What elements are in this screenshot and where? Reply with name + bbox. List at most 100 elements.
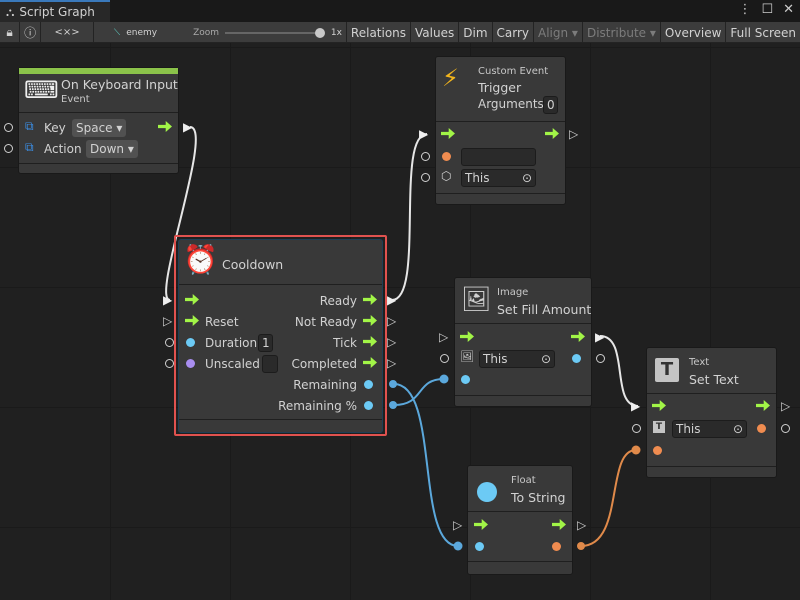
- overview-button[interactable]: Overview: [661, 22, 727, 43]
- node-title: To String: [511, 490, 566, 505]
- exit-output-port[interactable]: ▶: [595, 330, 605, 344]
- action-dropdown[interactable]: Down ▾: [86, 140, 138, 158]
- enter-input-port[interactable]: ▶: [163, 293, 173, 307]
- distribute-dropdown[interactable]: Distribute ▾: [583, 22, 661, 43]
- maximize-icon[interactable]: ☐: [761, 2, 774, 17]
- node-category: Image: [497, 287, 529, 298]
- float-port-dot: [572, 354, 581, 363]
- values-button[interactable]: Values: [411, 22, 460, 43]
- node-title: Cooldown: [222, 257, 284, 272]
- action-label: Action: [44, 142, 82, 156]
- tick-output-port[interactable]: ▷: [387, 335, 397, 349]
- unscaled-input-port[interactable]: [165, 359, 174, 368]
- node-cooldown[interactable]: [178, 239, 383, 433]
- key-input-port[interactable]: [4, 123, 13, 132]
- node-title: Set Fill Amount: [497, 302, 592, 317]
- object-picker-icon: ⊙: [732, 422, 743, 436]
- relations-button[interactable]: Relations: [347, 22, 412, 43]
- keyboard-icon: ⌨: [24, 76, 59, 104]
- target-input-port[interactable]: [421, 173, 430, 182]
- alarm-clock-icon: ⏰: [183, 243, 218, 276]
- exit-output-port[interactable]: ▷: [781, 399, 791, 413]
- carry-button[interactable]: Carry: [493, 22, 535, 43]
- dim-button[interactable]: Dim: [459, 22, 493, 43]
- node-image-set-fill-amount[interactable]: [454, 277, 592, 407]
- string-port-dot: [757, 424, 766, 433]
- value-output-port[interactable]: [596, 354, 605, 363]
- node-title: Trigger: [478, 80, 522, 95]
- kebab-icon[interactable]: ⋮: [738, 2, 752, 17]
- event-name-field[interactable]: [461, 148, 536, 166]
- name-input-port[interactable]: [421, 152, 430, 161]
- not-ready-output-port[interactable]: ▷: [387, 314, 397, 328]
- object-picker-icon: ⊙: [540, 352, 551, 366]
- object-picker-icon: ⊙: [521, 171, 532, 185]
- key-dropdown[interactable]: Space ▾: [72, 119, 127, 137]
- unscaled-checkbox[interactable]: [262, 355, 278, 373]
- code-button[interactable]: <×>: [41, 22, 94, 43]
- flow-input-icon: [441, 128, 455, 139]
- full-screen-button[interactable]: Full Screen: [730, 25, 796, 40]
- node-category: Float: [511, 475, 536, 486]
- enter-input-port[interactable]: ▶: [631, 399, 641, 413]
- unscaled-label: Unscaled: [205, 357, 260, 371]
- enter-input-port[interactable]: ▷: [439, 330, 449, 344]
- tab-script-graph[interactable]: ⛬ Script Graph: [0, 0, 110, 22]
- duration-input-port[interactable]: [165, 338, 174, 347]
- flow-output-icon: [363, 336, 377, 347]
- target-field[interactable]: This ⊙: [672, 420, 747, 438]
- duration-label: Duration: [205, 336, 258, 350]
- enum-icon: ⧉: [25, 119, 34, 133]
- node-category: Text: [689, 357, 710, 368]
- target-input-port[interactable]: [440, 354, 449, 363]
- arguments-count-field[interactable]: 0: [543, 96, 558, 114]
- flow-input-icon: [460, 331, 474, 342]
- tab-bar: ⛬ Script Graph ⋮ ☐ ✕: [0, 0, 800, 22]
- action-input-port[interactable]: [4, 144, 13, 153]
- align-dropdown[interactable]: Align ▾: [534, 22, 583, 43]
- flow-input-icon: [185, 294, 199, 305]
- flow-output-icon: [552, 519, 566, 530]
- toolbar: 🔒︎ ⓘ <×> ⟍ enemy Zoom 1x Relations Value…: [0, 22, 800, 43]
- text-component-icon: T: [655, 358, 679, 382]
- float-port-dot: [186, 338, 195, 347]
- trigger-input-port[interactable]: ▶: [419, 127, 429, 141]
- reset-input-port[interactable]: ▷: [163, 314, 173, 328]
- flow-input-icon: [474, 519, 488, 530]
- target-input-port[interactable]: [632, 424, 641, 433]
- flow-output-icon: [363, 294, 377, 305]
- completed-label: Completed: [291, 357, 357, 371]
- value-output-port[interactable]: [781, 424, 790, 433]
- flow-output-icon: [363, 315, 377, 326]
- graph-icon: ⛬: [6, 4, 15, 19]
- float-type-icon: [477, 482, 497, 502]
- remaining-label: Remaining: [293, 378, 357, 392]
- completed-output-port[interactable]: ▷: [387, 356, 397, 370]
- duration-field[interactable]: 1: [258, 334, 273, 352]
- trigger-output-port[interactable]: ▶: [183, 120, 193, 134]
- exit-output-port[interactable]: ▷: [577, 518, 587, 532]
- flow-output-icon: [756, 400, 770, 411]
- lightning-pencil-icon: ⚡: [442, 64, 459, 92]
- string-port-dot: [442, 152, 451, 161]
- zoom-slider[interactable]: [225, 27, 325, 38]
- close-icon[interactable]: ✕: [783, 2, 794, 17]
- flow-input-icon: [185, 315, 199, 326]
- zoom-label: Zoom: [193, 27, 220, 38]
- flow-output-icon: [363, 357, 377, 368]
- lock-icon[interactable]: 🔒︎: [0, 22, 21, 43]
- reset-label: Reset: [205, 315, 239, 329]
- remaining-percent-label: Remaining %: [278, 399, 357, 413]
- not-ready-label: Not Ready: [294, 315, 357, 329]
- tick-label: Tick: [333, 336, 357, 350]
- target-field[interactable]: This ⊙: [461, 169, 536, 187]
- ready-output-port[interactable]: ▶: [387, 293, 397, 307]
- enter-input-port[interactable]: ▷: [453, 518, 463, 532]
- target-field[interactable]: This ⊙: [479, 350, 555, 368]
- flow-output-icon: [545, 128, 559, 139]
- selection-outline: [174, 235, 387, 436]
- trigger-output-port[interactable]: ▷: [569, 127, 579, 141]
- info-icon[interactable]: ⓘ: [20, 22, 42, 43]
- node-category: Custom Event: [478, 66, 549, 77]
- graph-context: ⟍ enemy Zoom 1x: [94, 22, 347, 43]
